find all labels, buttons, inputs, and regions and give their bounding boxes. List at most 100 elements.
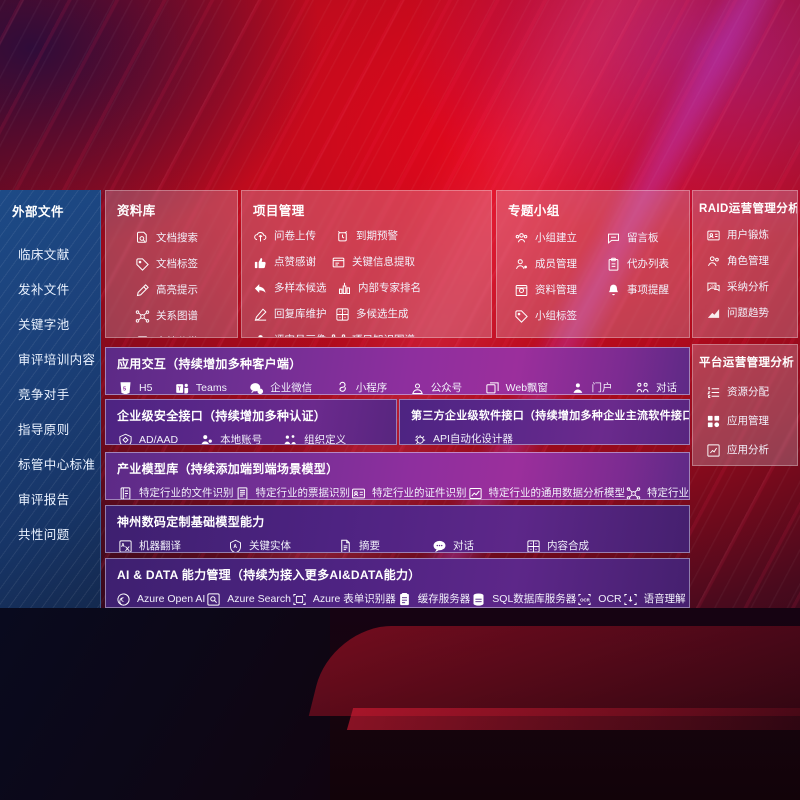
platform-item-app-management[interactable]: 应用管理	[705, 407, 797, 436]
knowledge-graph-icon	[330, 332, 347, 337]
aidata-item-ocr[interactable]: OCR OCR	[576, 588, 622, 607]
panel-raid-analysis: RAID运营管理分析 用户锻炼 角色管理 QA 采纳分析 问题趋势	[692, 190, 798, 338]
interaction-item-wechat-work[interactable]: 企业微信	[248, 377, 312, 394]
platform-item-app-analysis[interactable]: 应用分析	[705, 436, 797, 465]
platform-item-resource-allocation[interactable]: 资源分配	[705, 378, 797, 407]
basemodel-item-key-entity[interactable]: A 关键实体	[227, 535, 317, 552]
group-item-todo-list[interactable]: 代办列表	[605, 251, 685, 277]
sidebar-item-clinical-literature[interactable]: 临床文献	[18, 248, 70, 262]
raid-item-adoption-analysis[interactable]: QA 采纳分析	[705, 274, 797, 300]
basemodel-item-dialog[interactable]: 对话	[431, 535, 505, 552]
sidebar-item-guidelines[interactable]: 指导原则	[18, 423, 70, 437]
message-board-icon	[605, 230, 622, 247]
interaction-item-web-floating-window[interactable]: Web飘窗	[484, 377, 548, 394]
group-item-message-board[interactable]: 留言板	[605, 225, 685, 251]
project-item-questionnaire-upload[interactable]: 问卷上传	[252, 223, 334, 249]
org-people-icon	[282, 432, 299, 444]
sidebar-item-keyword-pool[interactable]: 关键字池	[18, 318, 70, 332]
security-item-local-account[interactable]: 本地账号	[198, 429, 262, 444]
voice-icon	[622, 591, 639, 608]
sidebar-item-supplementary-documents[interactable]: 发补文件	[18, 283, 70, 297]
library-item-document-tag[interactable]: 文档标签	[134, 251, 237, 277]
group-item-item-reminder[interactable]: 事项提醒	[605, 277, 685, 303]
project-item-multi-sample-candidate[interactable]: 多样本候选	[252, 275, 336, 301]
panel-raid-title: RAID运营管理分析	[699, 203, 798, 215]
industry-item-id-recognition[interactable]: 特定行业的证件识别	[350, 482, 467, 500]
project-item-expiry-alert[interactable]: 到期预警	[334, 223, 418, 249]
project-item-project-knowledge-graph[interactable]: 项目知识图谱	[330, 327, 422, 337]
library-item-highlight[interactable]: 高亮提示	[134, 277, 237, 303]
knowledge-graph-icon	[134, 308, 151, 325]
sidebar: 外部文件 临床文献 发补文件 关键字池 审评培训内容 竞争对手 指导原则 标管中…	[0, 190, 101, 608]
bar-app-interaction-items: 5 H5 T Teams 企业微信 小程序 公众号 Web飘窗	[117, 377, 677, 395]
bar-industry-model-library: 产业模型库（持续添加端到端场景模型） 特定行业的文件识别 特定行业的票据识别 特…	[105, 452, 690, 500]
thumbs-up-icon	[252, 254, 269, 271]
mini-program-icon	[334, 380, 351, 395]
group-item-material-management[interactable]: 资料管理	[513, 277, 605, 303]
group-item-member-management[interactable]: 成员管理	[513, 251, 605, 277]
expand-grid-icon	[334, 306, 351, 323]
industry-item-file-recognition[interactable]: 特定行业的文件识别	[117, 482, 234, 499]
aidata-item-azure-search[interactable]: Azure Search	[205, 588, 291, 607]
aidata-item-voice-understanding[interactable]: 语音理解	[622, 588, 686, 608]
aidata-item-azure-openai[interactable]: Azure Open AI	[115, 588, 205, 607]
bar-app-interaction: 应用交互（持续增加多种客户端） 5 H5 T Teams 企业微信 小程序 公众…	[105, 347, 690, 395]
raid-item-user-training[interactable]: 用户锻炼	[705, 222, 797, 248]
interaction-item-dialog[interactable]: 对话	[634, 377, 677, 395]
industry-item-receipt-recognition[interactable]: 特定行业的票据识别	[234, 482, 350, 499]
aidata-item-sql-database-server[interactable]: SQL数据库服务器	[470, 588, 576, 607]
raid-item-issue-trend[interactable]: 问题趋势	[705, 300, 797, 326]
person-portrait-icon	[252, 332, 269, 337]
panel-library-title: 资料库	[117, 204, 156, 218]
project-item-multi-candidate-generation[interactable]: 多候选生成	[334, 301, 418, 327]
sidebar-item-standards-center[interactable]: 标管中心标准	[18, 458, 96, 472]
sidebar-item-common-issues[interactable]: 共性问题	[18, 528, 70, 542]
tts-icon	[686, 591, 689, 608]
project-item-expert-ranking[interactable]: 内部专家排名	[336, 275, 421, 301]
security-item-org-definition[interactable]: 组织定义	[282, 429, 346, 444]
interaction-item-official-account[interactable]: 公众号	[409, 377, 462, 394]
library-item-document-search[interactable]: 文档搜索	[134, 225, 237, 251]
highlight-pen-icon	[134, 282, 151, 299]
group-item-group-tag[interactable]: 小组标签	[513, 303, 605, 329]
shield-diamond-icon	[117, 432, 134, 444]
library-item-document-category[interactable]: 文档分类	[134, 329, 237, 337]
library-item-relation-graph[interactable]: 关系图谱	[134, 303, 237, 329]
project-item-reviewer-profile[interactable]: 评审员画像	[252, 327, 330, 337]
group-item-create-group[interactable]: 小组建立	[513, 225, 605, 251]
project-item-reply-library[interactable]: 回复库维护	[252, 301, 334, 327]
thirdparty-item-api-designer[interactable]: API自动化设计器	[411, 428, 513, 444]
bar-thirdparty-title: 第三方企业级软件接口（持续增加多种企业主流软件接口）	[411, 410, 690, 422]
background-bottom-shape-1	[308, 626, 800, 716]
interaction-item-portal[interactable]: 门户	[570, 377, 613, 394]
ranking-icon	[336, 280, 353, 297]
aidata-item-form-recognizer[interactable]: Azure 表单识别器	[291, 588, 396, 607]
security-item-ad-aad[interactable]: AD/AAD	[117, 429, 178, 444]
industry-item-knowledge-graph-model[interactable]: 特定行业的通用知识图谱模型	[625, 482, 689, 499]
interaction-item-teams[interactable]: T Teams	[174, 377, 227, 394]
industry-item-data-analysis-model[interactable]: 特定行业的通用数据分析模型	[467, 482, 625, 499]
basemodel-item-machine-translation[interactable]: A 机器翻译	[117, 535, 207, 552]
aidata-item-cache-server[interactable]: 缓存服务器	[396, 588, 470, 607]
panel-project-title: 项目管理	[253, 204, 305, 218]
basemodel-item-summary[interactable]: 摘要	[337, 535, 411, 552]
sidebar-item-competitors[interactable]: 竞争对手	[18, 388, 70, 402]
bar-app-interaction-title: 应用交互（持续增加多种客户端）	[117, 357, 302, 371]
bar-thirdparty-software: 第三方企业级软件接口（持续增加多种企业主流软件接口） API自动化设计器	[399, 399, 690, 445]
svg-text:A: A	[121, 543, 125, 549]
dialog-people-icon	[634, 380, 651, 395]
sidebar-item-review-training-content[interactable]: 审评培训内容	[18, 353, 96, 367]
svg-text:OCR: OCR	[580, 597, 591, 602]
interaction-item-h5[interactable]: 5 H5	[117, 377, 152, 394]
project-item-key-info-extraction[interactable]: 关键信息提取	[330, 249, 415, 275]
interaction-item-mini-program[interactable]: 小程序	[334, 377, 387, 395]
group-people-icon	[705, 253, 722, 270]
background-bottom-left-dark	[0, 608, 330, 800]
expand-grid-icon	[525, 538, 542, 552]
raid-item-role-management[interactable]: 角色管理	[705, 248, 797, 274]
project-item-like-thanks[interactable]: 点赞感谢	[252, 249, 330, 275]
basemodel-item-content-synthesis[interactable]: 内容合成	[525, 535, 615, 552]
sidebar-item-review-report[interactable]: 审评报告	[18, 493, 70, 507]
aidata-item-tts[interactable]: TTS	[686, 588, 689, 608]
id-card-icon	[350, 485, 367, 500]
